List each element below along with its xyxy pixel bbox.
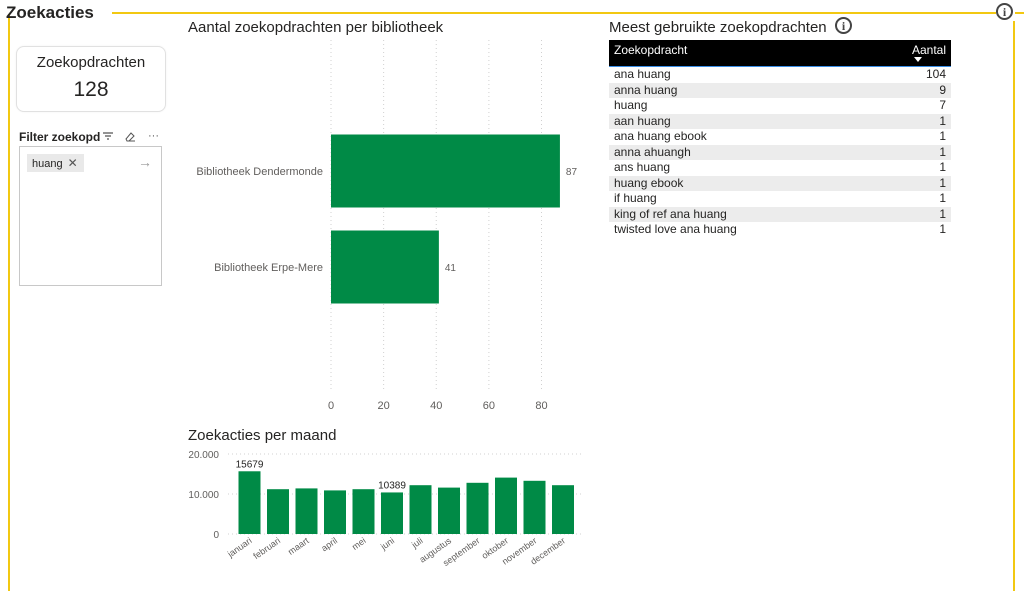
column-header-count[interactable]: Aantal	[911, 43, 946, 57]
table-header: Zoekopdracht Aantal	[609, 40, 951, 66]
close-icon[interactable]: ✕	[67, 156, 78, 170]
filter-title: Filter zoekopdracht	[19, 130, 101, 144]
kpi-card: Zoekopdrachten 128	[16, 46, 166, 112]
arrow-right-icon[interactable]: →	[138, 154, 152, 170]
more-options-icon[interactable]: ···	[148, 130, 159, 142]
cell-term: king of ref ana huang	[614, 206, 727, 221]
kpi-label: Zoekopdrachten	[36, 54, 146, 71]
table-title: Meest gebruikte zoekopdrachten	[609, 19, 827, 36]
x-tick-label: mei	[350, 535, 368, 552]
cell-term: aan huang	[614, 113, 671, 128]
section-frame-top	[112, 12, 996, 14]
filter-box[interactable]: huang ✕ →	[19, 146, 162, 286]
x-tick-label: juni	[378, 535, 396, 552]
kpi-value: 128	[73, 78, 109, 101]
cell-term: huang ebook	[614, 175, 684, 190]
table-body: ana huang 104 anna huang 9 huang 7 aan huan…	[609, 67, 951, 238]
y-category-label: Bibliotheek Erpe-Mere	[214, 262, 323, 274]
cell-term: if huang	[614, 191, 657, 205]
data-label: 87	[566, 167, 578, 178]
cell-term: ans huang	[614, 160, 671, 174]
section-frame-right	[1013, 21, 1015, 591]
filter-lines-icon[interactable]	[102, 131, 114, 144]
bar[interactable]	[352, 489, 375, 534]
x-tick-label: 80	[535, 400, 547, 412]
section-frame-left	[8, 14, 10, 591]
cell-term: ana huang	[614, 67, 671, 81]
bar[interactable]	[324, 490, 346, 534]
data-label: 41	[445, 263, 457, 274]
cell-count: 1	[939, 113, 946, 128]
cell-count: 1	[939, 191, 946, 205]
table-row: anna ahuangh 1	[609, 144, 951, 160]
info-icon[interactable]: i	[835, 17, 852, 34]
section-frame-top-right	[1015, 12, 1024, 14]
bar[interactable]	[331, 230, 439, 304]
library-bar-chart: 0 20 40 60 80 Bibliotheek Dendermonde 87 Biblio…	[196, 40, 578, 412]
info-icon[interactable]: i	[996, 3, 1013, 20]
y-tick-label: 10.000	[188, 490, 219, 501]
filter-chip[interactable]: huang ✕	[27, 154, 84, 172]
table-row: ans huang 1	[609, 160, 951, 176]
data-label: 10389	[378, 480, 406, 491]
table-row: ana huang 104	[609, 67, 951, 83]
cell-term: ana huang ebook	[614, 129, 707, 143]
column-header-term[interactable]: Zoekopdracht	[614, 43, 688, 57]
cell-count: 1	[939, 144, 946, 159]
cell-count: 104	[925, 67, 946, 81]
data-label: 15679	[236, 459, 264, 470]
bar[interactable]	[466, 482, 489, 534]
x-tick-label: 0	[328, 400, 334, 412]
table-row: if huang 1	[609, 191, 951, 207]
bar[interactable]	[331, 134, 560, 208]
bar[interactable]	[409, 485, 432, 534]
x-tick-label: januari	[225, 535, 254, 559]
bar[interactable]	[381, 492, 403, 534]
table-row: ana huang ebook 1	[609, 129, 951, 145]
bar[interactable]	[552, 485, 574, 534]
cell-count: 9	[939, 82, 946, 97]
cell-term: twisted love ana huang	[614, 222, 737, 236]
x-tick-label: maart	[286, 535, 311, 557]
page-title: Zoekacties	[6, 3, 94, 22]
cell-count: 1	[939, 129, 946, 143]
eraser-icon[interactable]	[124, 131, 136, 145]
cell-count: 7	[939, 98, 946, 112]
table-row: aan huang 1	[609, 113, 951, 129]
bar-chart-title: Aantal zoekopdrachten per bibliotheek	[188, 19, 444, 36]
table-row: twisted love ana huang 1	[609, 222, 951, 238]
y-category-label: Bibliotheek Dendermonde	[196, 166, 323, 178]
cell-term: anna huang	[614, 82, 678, 97]
cell-count: 1	[939, 160, 946, 174]
bar[interactable]	[295, 488, 318, 534]
x-tick-label: 60	[483, 400, 495, 412]
bar[interactable]	[238, 471, 261, 534]
bar[interactable]	[438, 487, 460, 534]
table-row: huang 7	[609, 98, 951, 114]
header-divider	[609, 66, 951, 67]
x-tick-label: 40	[430, 400, 442, 412]
y-tick-label: 0	[213, 530, 219, 541]
bar[interactable]	[523, 480, 546, 534]
search-table: Zoekopdracht Aantal ana huang 104 anna hu…	[609, 40, 951, 238]
x-tick-label: februari	[251, 535, 282, 561]
cell-term: anna ahuangh	[614, 144, 691, 159]
table-row: huang ebook 1	[609, 175, 951, 191]
month-chart-title: Zoekacties per maand	[188, 427, 337, 444]
y-tick-label: 20.000	[188, 450, 219, 461]
filter-chip-label: huang	[32, 158, 63, 170]
sort-descending-icon[interactable]	[914, 57, 922, 62]
cell-count: 1	[939, 222, 946, 236]
x-tick-label: 20	[378, 400, 390, 412]
cell-count: 1	[939, 175, 946, 190]
x-tick-label: april	[319, 535, 339, 553]
x-tick-label: juli	[409, 535, 425, 550]
bar[interactable]	[495, 477, 517, 534]
table-row: anna huang 9	[609, 82, 951, 98]
cell-term: huang	[614, 98, 648, 112]
table-row: king of ref ana huang 1	[609, 206, 951, 222]
bar[interactable]	[267, 489, 289, 534]
cell-count: 1	[939, 206, 946, 221]
